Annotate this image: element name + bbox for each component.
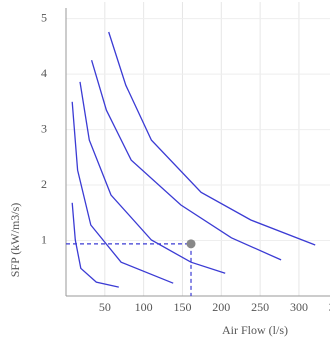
- curve: [108, 31, 316, 246]
- y-tick-label: 1: [41, 232, 47, 246]
- x-tick-label: 50: [99, 300, 111, 314]
- curve: [71, 101, 174, 284]
- y-tick-label: 5: [41, 10, 47, 24]
- y-tick-label: 2: [41, 177, 47, 191]
- x-tick-label: 200: [212, 300, 230, 314]
- x-tick-label: 250: [251, 300, 269, 314]
- y-tick-label: 4: [41, 66, 47, 80]
- y-axis-label: SFP (kW/m3/s): [8, 203, 22, 278]
- x-axis-label: Air Flow (l/s): [222, 323, 288, 337]
- curve: [90, 60, 282, 261]
- curve: [79, 81, 226, 274]
- x-tick-label: 150: [173, 300, 191, 314]
- x-tick-label: 100: [135, 300, 153, 314]
- curve: [71, 202, 119, 288]
- operating-point: [186, 239, 196, 249]
- x-tick-label: 300: [290, 300, 308, 314]
- y-tick-label: 3: [41, 121, 47, 135]
- x-tick-label: 350: [329, 300, 330, 314]
